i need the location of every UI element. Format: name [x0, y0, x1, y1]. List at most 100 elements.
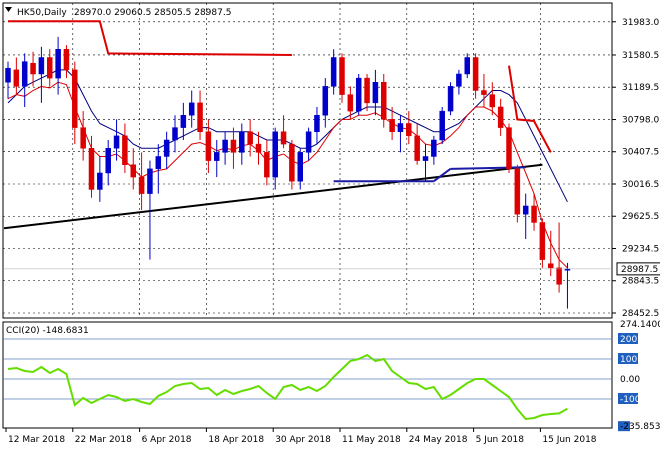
current-price-label: 28987.5 — [621, 265, 658, 275]
candle-body — [97, 172, 103, 190]
candle — [464, 53, 470, 79]
candle — [230, 127, 237, 169]
candle — [222, 131, 228, 165]
candle-body — [138, 176, 145, 194]
candle — [539, 218, 546, 268]
candle — [456, 69, 462, 95]
candle — [113, 119, 120, 161]
dropdown-triangle-icon[interactable] — [5, 7, 12, 12]
candle — [247, 119, 253, 157]
candle-body — [113, 135, 120, 149]
candle-body — [72, 69, 78, 128]
candle — [556, 222, 562, 293]
main-indicator-lines — [3, 20, 568, 269]
candle-body — [381, 81, 387, 120]
candle-body — [489, 94, 496, 108]
candle — [397, 115, 404, 153]
time-axis: 12 Mar 2018 22 Mar 2018 6 Apr 2018 18 Apr 2… — [5, 428, 597, 445]
cci-tick-label: 0.00 — [620, 375, 640, 385]
candle — [88, 135, 95, 198]
candle-body — [472, 57, 479, 91]
support-trendline — [3, 163, 543, 230]
candle-body — [172, 127, 178, 141]
current-price-box — [616, 262, 660, 276]
candle — [264, 139, 270, 186]
candle-body — [30, 63, 36, 75]
cci-level-box — [618, 353, 638, 364]
candle — [47, 49, 53, 87]
candle-body — [255, 143, 262, 153]
candle-body — [13, 69, 20, 87]
candles — [5, 36, 571, 309]
candle — [339, 53, 345, 103]
time-tick-label: 18 Apr 2018 — [208, 435, 264, 445]
chart-headers: HK50,Daily 28970.0 29060.5 28505.5 28987… — [5, 7, 231, 336]
time-tick-label: 5 Jun 2018 — [476, 435, 525, 445]
price-tick-label: 30798.0 — [622, 116, 659, 126]
candle-body — [355, 77, 362, 112]
candle — [197, 90, 203, 140]
candle-body — [314, 114, 320, 132]
candle — [255, 131, 262, 165]
candle-body — [556, 267, 562, 285]
candle-body — [188, 102, 195, 116]
candle-body — [506, 127, 512, 170]
candle — [289, 139, 295, 190]
candle-body — [163, 139, 170, 157]
cci-tick-label: 200 — [620, 335, 637, 345]
cci-header: CCI(20) -148.6831 — [6, 326, 89, 336]
candle-body — [305, 131, 312, 153]
time-tick-label: 6 Apr 2018 — [142, 435, 192, 445]
candle — [447, 82, 454, 116]
time-tick-label: 12 Mar 2018 — [8, 435, 65, 445]
candle-body — [456, 73, 462, 87]
candle-body — [88, 147, 95, 190]
candle-body — [47, 57, 53, 79]
candle — [97, 156, 103, 202]
cci-level-box — [618, 333, 638, 344]
cci-panel-border — [2, 321, 613, 429]
candle-body — [439, 110, 445, 141]
candle — [497, 98, 504, 136]
candle-body — [464, 57, 470, 75]
candle-body — [364, 77, 370, 104]
candle — [548, 230, 554, 277]
candle-body — [322, 86, 329, 116]
cci-tick-label: 274.1400 — [620, 320, 660, 330]
candle-body — [497, 106, 504, 128]
candle — [322, 78, 329, 128]
candle — [239, 123, 245, 165]
cci-min-box — [618, 421, 630, 432]
candle-body — [548, 263, 554, 269]
price-tick-label: 28843.5 — [622, 277, 659, 287]
ohlc-header: 28970.0 29060.5 28505.5 28987.5 — [74, 8, 231, 18]
candle-body — [397, 123, 404, 132]
candle — [314, 106, 320, 145]
candle-body — [539, 222, 546, 260]
candle-body — [406, 123, 412, 137]
candle — [522, 193, 529, 239]
candle-body — [280, 131, 287, 145]
candle — [105, 139, 111, 186]
candle-body — [38, 57, 45, 75]
red-resistance-line-recent — [508, 65, 552, 153]
candle-body — [514, 168, 521, 215]
candle — [72, 61, 78, 145]
cci-tick-label: -100 — [620, 395, 641, 405]
candle-body — [431, 139, 437, 157]
candle-body — [122, 135, 128, 165]
candle — [38, 46, 45, 103]
candle-body — [247, 131, 253, 145]
candle — [180, 102, 187, 140]
candle — [21, 53, 28, 107]
candle-body — [80, 127, 86, 149]
candle — [347, 86, 354, 120]
candle — [163, 131, 170, 169]
price-axis: 31983.0 31580.5 31189.5 30798.0 30407.5 30016… — [3, 18, 660, 319]
candle — [205, 119, 212, 173]
fast-moving-average-line — [7, 81, 568, 269]
candle — [389, 106, 395, 140]
candle — [305, 127, 312, 161]
candle — [481, 73, 487, 107]
